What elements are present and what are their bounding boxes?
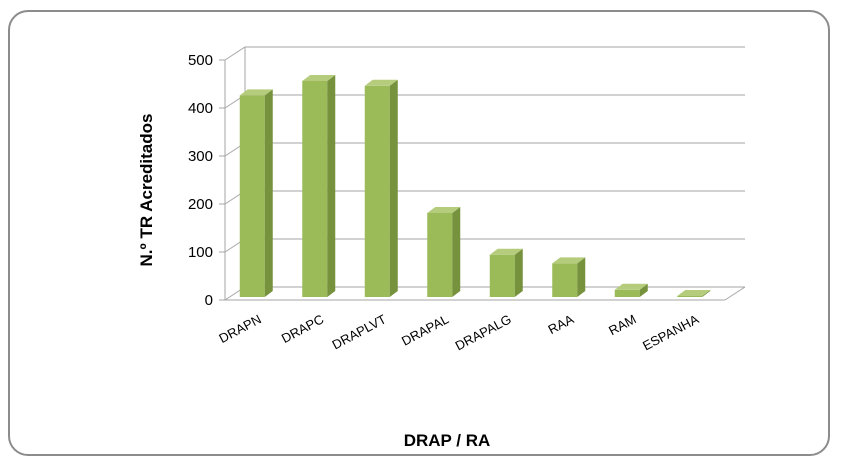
- bar-side: [264, 89, 273, 298]
- x-tick-label: DRAPAL: [399, 311, 451, 348]
- y-tick-label: 500: [188, 52, 213, 69]
- bars: [239, 75, 711, 298]
- bar-drapn: [239, 89, 273, 298]
- bar-front: [489, 254, 515, 297]
- y-tick-labels: 0 100 200 300 400 500: [188, 52, 213, 309]
- bar-front: [614, 289, 640, 297]
- y-tick-label: 100: [188, 244, 213, 261]
- bar-raa: [552, 257, 586, 297]
- x-tick-label: RAA: [546, 311, 577, 337]
- bar-side: [389, 79, 398, 297]
- gridline: [224, 46, 745, 61]
- bar-top: [614, 283, 648, 290]
- bar-side: [327, 75, 336, 297]
- x-tick-label: DRAPN: [216, 311, 263, 346]
- x-tick-label: DRAPC: [279, 311, 326, 346]
- bar-top: [677, 290, 711, 296]
- bar-ram: [614, 283, 648, 297]
- bar-top: [427, 207, 461, 213]
- y-tick-label: 400: [188, 100, 213, 117]
- bar-front: [552, 263, 578, 297]
- bar-drapc: [302, 75, 336, 297]
- bar-side: [639, 283, 648, 297]
- y-tick-label: 300: [188, 148, 213, 165]
- bar-front: [302, 81, 328, 297]
- bar-top: [552, 257, 586, 264]
- bar-top: [302, 75, 336, 81]
- bar-draplvt: [364, 79, 398, 297]
- x-category-labels: DRAPN DRAPC DRAPLVT DRAPAL DRAPALG RAA RAM ESPA…: [216, 311, 701, 353]
- bar-front: [427, 213, 453, 297]
- x-axis-title: DRAP / RA: [404, 431, 491, 450]
- x-tick-label: DRAPALG: [453, 311, 514, 353]
- x-tick-label: RAM: [606, 311, 639, 338]
- bar-espanha: [677, 290, 711, 297]
- bar-front: [239, 95, 265, 298]
- y-tick-label: 0: [205, 292, 213, 309]
- x-tick-label: ESPANHA: [640, 311, 701, 353]
- bar-top: [364, 79, 398, 86]
- x-tick-label: DRAPLVT: [330, 311, 389, 352]
- bar-side: [577, 257, 586, 297]
- y-tick-label: 200: [188, 196, 213, 213]
- bar-drapal: [427, 207, 461, 297]
- bar-top: [489, 248, 523, 255]
- bar-front: [364, 85, 390, 297]
- bar-side: [452, 207, 461, 297]
- bar-side: [514, 248, 523, 297]
- bar-top: [239, 89, 273, 96]
- bar-side: [702, 290, 711, 297]
- bar-front: [677, 296, 703, 297]
- chart-frame: [8, 10, 830, 456]
- gridlines: [219, 46, 746, 301]
- floor-right-edge: [724, 286, 746, 301]
- bar-drapalg: [489, 248, 523, 297]
- y-axis-title: N.º TR Acreditados: [137, 114, 156, 267]
